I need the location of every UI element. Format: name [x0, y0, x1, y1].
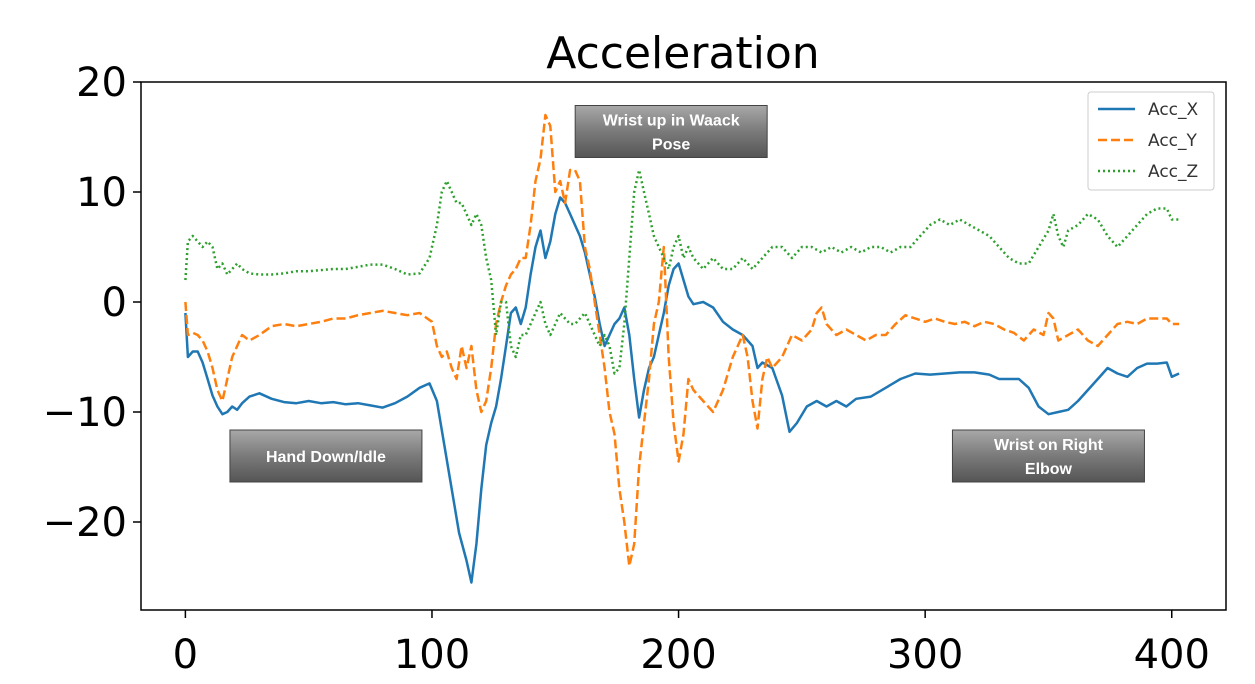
- annotation-text: Pose: [652, 137, 690, 154]
- annotation-text: Hand Down/Idle: [266, 449, 386, 466]
- x-tick-label: 100: [394, 632, 470, 678]
- y-tick-label: 20: [76, 60, 127, 106]
- annotation-text: Wrist up in Waack: [603, 113, 740, 130]
- legend: Acc_X Acc_Y Acc_Z: [1087, 91, 1215, 191]
- series-lines: [184, 113, 1180, 584]
- y-tick-label: −10: [43, 390, 127, 436]
- chart-title: Acceleration: [546, 28, 819, 79]
- y-tick-label: 10: [76, 170, 127, 216]
- annotation-hand-down: Hand Down/Idle: [229, 429, 423, 483]
- series-line-acc-x: [184, 196, 1180, 584]
- annotation-text: Elbow: [1025, 461, 1073, 478]
- legend-label-acc-x: Acc_X: [1148, 100, 1199, 120]
- legend-box: [1087, 91, 1215, 191]
- annotation-box: [229, 429, 423, 483]
- annotation-wrist-up: Wrist up in Waack Pose: [574, 105, 768, 158]
- annotation-wrist-elbow: Wrist on Right Elbow: [951, 429, 1145, 483]
- plot-area-frame: [140, 81, 1227, 611]
- y-tick-label: 0: [102, 280, 127, 326]
- annotation-text: Wrist on Right: [994, 437, 1104, 454]
- annotation-box: [574, 105, 768, 158]
- series-line-acc-z: [184, 168, 1180, 375]
- legend-label-acc-y: Acc_Y: [1148, 131, 1198, 151]
- series-line-acc-y: [184, 113, 1180, 568]
- y-tick-label: −20: [43, 500, 127, 546]
- x-tick-label: 0: [173, 632, 198, 678]
- x-tick-label: 300: [887, 632, 963, 678]
- legend-label-acc-z: Acc_Z: [1148, 162, 1198, 182]
- annotation-box: [951, 429, 1145, 483]
- x-tick-label: 400: [1134, 632, 1210, 678]
- x-tick-label: 200: [640, 632, 716, 678]
